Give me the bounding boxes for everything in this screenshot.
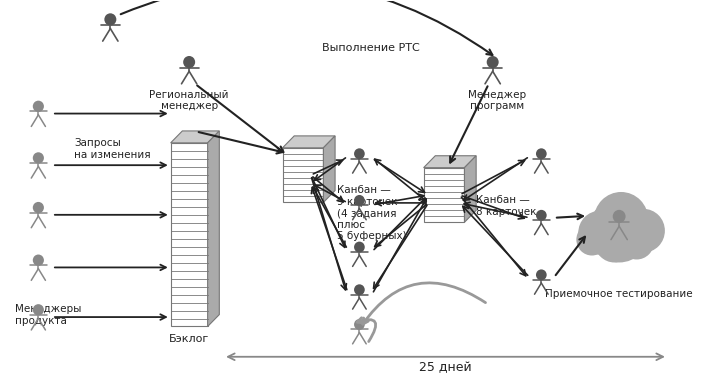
Polygon shape xyxy=(283,136,335,148)
Circle shape xyxy=(354,195,364,206)
Polygon shape xyxy=(323,136,335,203)
FancyArrowPatch shape xyxy=(357,318,376,342)
Circle shape xyxy=(486,56,498,68)
Circle shape xyxy=(595,223,634,263)
Text: Канбан —
9 карточек
(4 задания
плюс
5 буферных): Канбан — 9 карточек (4 задания плюс 5 бу… xyxy=(337,185,407,241)
Circle shape xyxy=(33,202,44,213)
Circle shape xyxy=(579,211,621,255)
Circle shape xyxy=(33,152,44,164)
Circle shape xyxy=(594,192,648,248)
Text: Менеджеры
продукта: Менеджеры продукта xyxy=(15,304,82,326)
Circle shape xyxy=(536,148,547,159)
Text: Запросы
на изменения: Запросы на изменения xyxy=(74,138,151,160)
Text: Бэклог: Бэклог xyxy=(169,334,209,344)
Bar xyxy=(171,143,208,326)
FancyArrowPatch shape xyxy=(121,0,493,55)
Circle shape xyxy=(354,284,364,295)
Circle shape xyxy=(622,209,665,253)
Circle shape xyxy=(588,199,650,263)
Circle shape xyxy=(536,269,547,280)
Circle shape xyxy=(33,304,44,315)
Circle shape xyxy=(104,13,116,25)
Circle shape xyxy=(183,56,195,68)
Circle shape xyxy=(354,148,364,159)
Text: Приемочное тестирование: Приемочное тестирование xyxy=(545,289,693,299)
Polygon shape xyxy=(423,156,476,168)
Bar xyxy=(283,148,323,203)
Text: Выполнение РТС: Выполнение РТС xyxy=(323,43,420,53)
Circle shape xyxy=(536,210,547,221)
Polygon shape xyxy=(171,131,219,143)
Text: Канбан —
8 карточек: Канбан — 8 карточек xyxy=(476,195,537,217)
Circle shape xyxy=(576,224,608,255)
Bar xyxy=(423,168,464,222)
Circle shape xyxy=(354,319,364,330)
Text: Региональный
менеджер: Региональный менеджер xyxy=(150,90,229,111)
Circle shape xyxy=(354,242,364,253)
Polygon shape xyxy=(464,156,476,222)
Text: Менеджер
программ: Менеджер программ xyxy=(467,90,525,111)
FancyArrowPatch shape xyxy=(363,283,486,324)
Polygon shape xyxy=(208,131,219,326)
Circle shape xyxy=(33,101,44,112)
Circle shape xyxy=(33,255,44,266)
Circle shape xyxy=(619,224,654,260)
Circle shape xyxy=(613,210,625,223)
Text: 25 дней: 25 дней xyxy=(419,361,471,374)
